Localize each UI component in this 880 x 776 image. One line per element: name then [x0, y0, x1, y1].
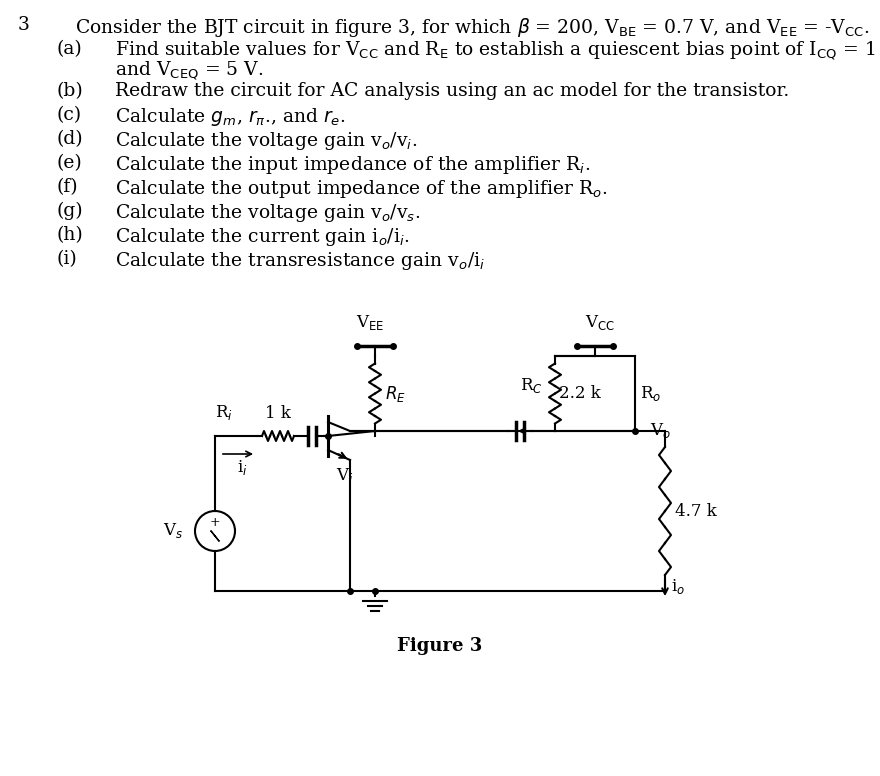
Text: i$_o$: i$_o$ — [671, 577, 685, 595]
Text: i$_i$: i$_i$ — [237, 458, 247, 477]
Text: (f): (f) — [57, 178, 78, 196]
Text: (h): (h) — [57, 226, 84, 244]
Text: V$_s$: V$_s$ — [163, 521, 183, 541]
Text: V$_{\rm CC}$: V$_{\rm CC}$ — [585, 313, 615, 332]
Text: (i): (i) — [57, 250, 77, 268]
Text: V$_o$: V$_o$ — [650, 421, 671, 441]
Text: (b): (b) — [57, 82, 84, 100]
Text: V$_{\rm EE}$: V$_{\rm EE}$ — [356, 313, 384, 332]
Text: (c): (c) — [57, 106, 82, 124]
Text: R$_i$: R$_i$ — [215, 403, 233, 422]
Text: 4.7 k: 4.7 k — [675, 503, 716, 519]
Text: (g): (g) — [57, 202, 84, 220]
Text: 1 k: 1 k — [265, 405, 291, 422]
Text: Calculate the output impedance of the amplifier R$_o$.: Calculate the output impedance of the am… — [115, 178, 607, 200]
Text: (d): (d) — [57, 130, 84, 148]
Text: 3: 3 — [18, 16, 30, 34]
Text: Calculate the transresistance gain v$_o$/i$_i$: Calculate the transresistance gain v$_o$… — [115, 250, 485, 272]
Text: +: + — [209, 515, 220, 528]
Text: R$_o$: R$_o$ — [640, 384, 661, 403]
Text: V$_i$: V$_i$ — [336, 466, 354, 485]
Text: Find suitable values for V$_{\rm CC}$ and R$_{\rm E}$ to establish a quiescent b: Find suitable values for V$_{\rm CC}$ an… — [115, 40, 880, 62]
Text: Consider the BJT circuit in figure 3, for which $\beta$ = 200, V$_{\rm BE}$ = 0.: Consider the BJT circuit in figure 3, fo… — [75, 16, 869, 39]
Text: $R_E$: $R_E$ — [385, 383, 406, 404]
Text: (e): (e) — [57, 154, 83, 172]
Text: and V$_{\rm CEQ}$ = 5 V.: and V$_{\rm CEQ}$ = 5 V. — [115, 60, 263, 82]
Text: Calculate the voltage gain v$_o$/v$_s$.: Calculate the voltage gain v$_o$/v$_s$. — [115, 202, 421, 224]
Text: Calculate the voltage gain v$_o$/v$_i$.: Calculate the voltage gain v$_o$/v$_i$. — [115, 130, 417, 152]
Text: Redraw the circuit for AC analysis using an ac model for the transistor.: Redraw the circuit for AC analysis using… — [115, 82, 789, 100]
Text: Calculate the current gain i$_o$/i$_i$.: Calculate the current gain i$_o$/i$_i$. — [115, 226, 409, 248]
Text: Calculate $g_m$, $r_\pi$., and $r_e$.: Calculate $g_m$, $r_\pi$., and $r_e$. — [115, 106, 346, 128]
Text: Figure 3: Figure 3 — [398, 637, 482, 655]
Text: Calculate the input impedance of the amplifier R$_i$.: Calculate the input impedance of the amp… — [115, 154, 590, 176]
Text: (a): (a) — [57, 40, 83, 58]
Text: 2.2 k: 2.2 k — [559, 385, 601, 402]
Text: R$_C$: R$_C$ — [520, 376, 543, 395]
